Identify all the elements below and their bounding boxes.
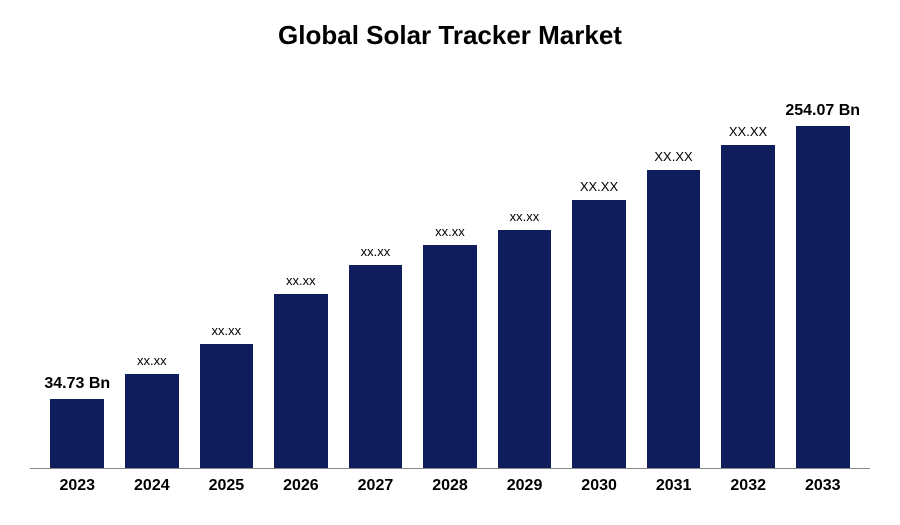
chart-title: Global Solar Tracker Market <box>30 20 870 51</box>
bar <box>349 265 403 468</box>
x-axis-label: 2026 <box>264 477 339 495</box>
bar <box>647 170 701 468</box>
bar-group: 34.73 Bn <box>40 71 115 468</box>
bar-value-label: XX.XX <box>580 179 618 194</box>
bar <box>423 245 477 468</box>
bar-value-label: xx.xx <box>137 353 167 368</box>
bar-group: xx.xx <box>413 71 488 468</box>
x-axis-label: 2027 <box>338 477 413 495</box>
bar <box>125 374 179 468</box>
bar-group: xx.xx <box>338 71 413 468</box>
bar-value-label: XX.XX <box>729 124 767 139</box>
bar-group: XX.XX <box>711 71 786 468</box>
x-axis-label: 2025 <box>189 477 264 495</box>
x-axis-label: 2029 <box>487 477 562 495</box>
bar-group: xx.xx <box>264 71 339 468</box>
x-axis: 2023202420252026202720282029203020312032… <box>30 469 870 495</box>
x-axis-label: 2028 <box>413 477 488 495</box>
bar <box>721 145 775 468</box>
bar <box>200 344 254 468</box>
bar-group: xx.xx <box>487 71 562 468</box>
plot-area: 34.73 Bn xx.xx xx.xx xx.xx xx.xx xx.xx xx.xx XX… <box>30 71 870 469</box>
bar <box>274 294 328 468</box>
bar-group: XX.XX <box>636 71 711 468</box>
bar-value-label: 34.73 Bn <box>44 375 110 393</box>
bar-value-label: xx.xx <box>510 209 540 224</box>
bar-value-label: xx.xx <box>286 273 316 288</box>
chart-container: Global Solar Tracker Market 34.73 Bn xx.x… <box>0 0 900 525</box>
bar <box>572 200 626 468</box>
bar <box>50 399 104 468</box>
bar-group: xx.xx <box>115 71 190 468</box>
bar-value-label: XX.XX <box>654 149 692 164</box>
x-axis-label: 2024 <box>115 477 190 495</box>
x-axis-label: 2023 <box>40 477 115 495</box>
bar <box>498 230 552 468</box>
bar <box>796 126 850 468</box>
bar-group: 254.07 Bn <box>785 71 860 468</box>
bar-value-label: xx.xx <box>361 244 391 259</box>
bar-value-label: xx.xx <box>435 224 465 239</box>
x-axis-label: 2032 <box>711 477 786 495</box>
x-axis-label: 2030 <box>562 477 637 495</box>
x-axis-label: 2031 <box>636 477 711 495</box>
bar-value-label: 254.07 Bn <box>785 102 860 120</box>
bar-value-label: xx.xx <box>212 323 242 338</box>
x-axis-label: 2033 <box>785 477 860 495</box>
bar-group: xx.xx <box>189 71 264 468</box>
bar-group: XX.XX <box>562 71 637 468</box>
